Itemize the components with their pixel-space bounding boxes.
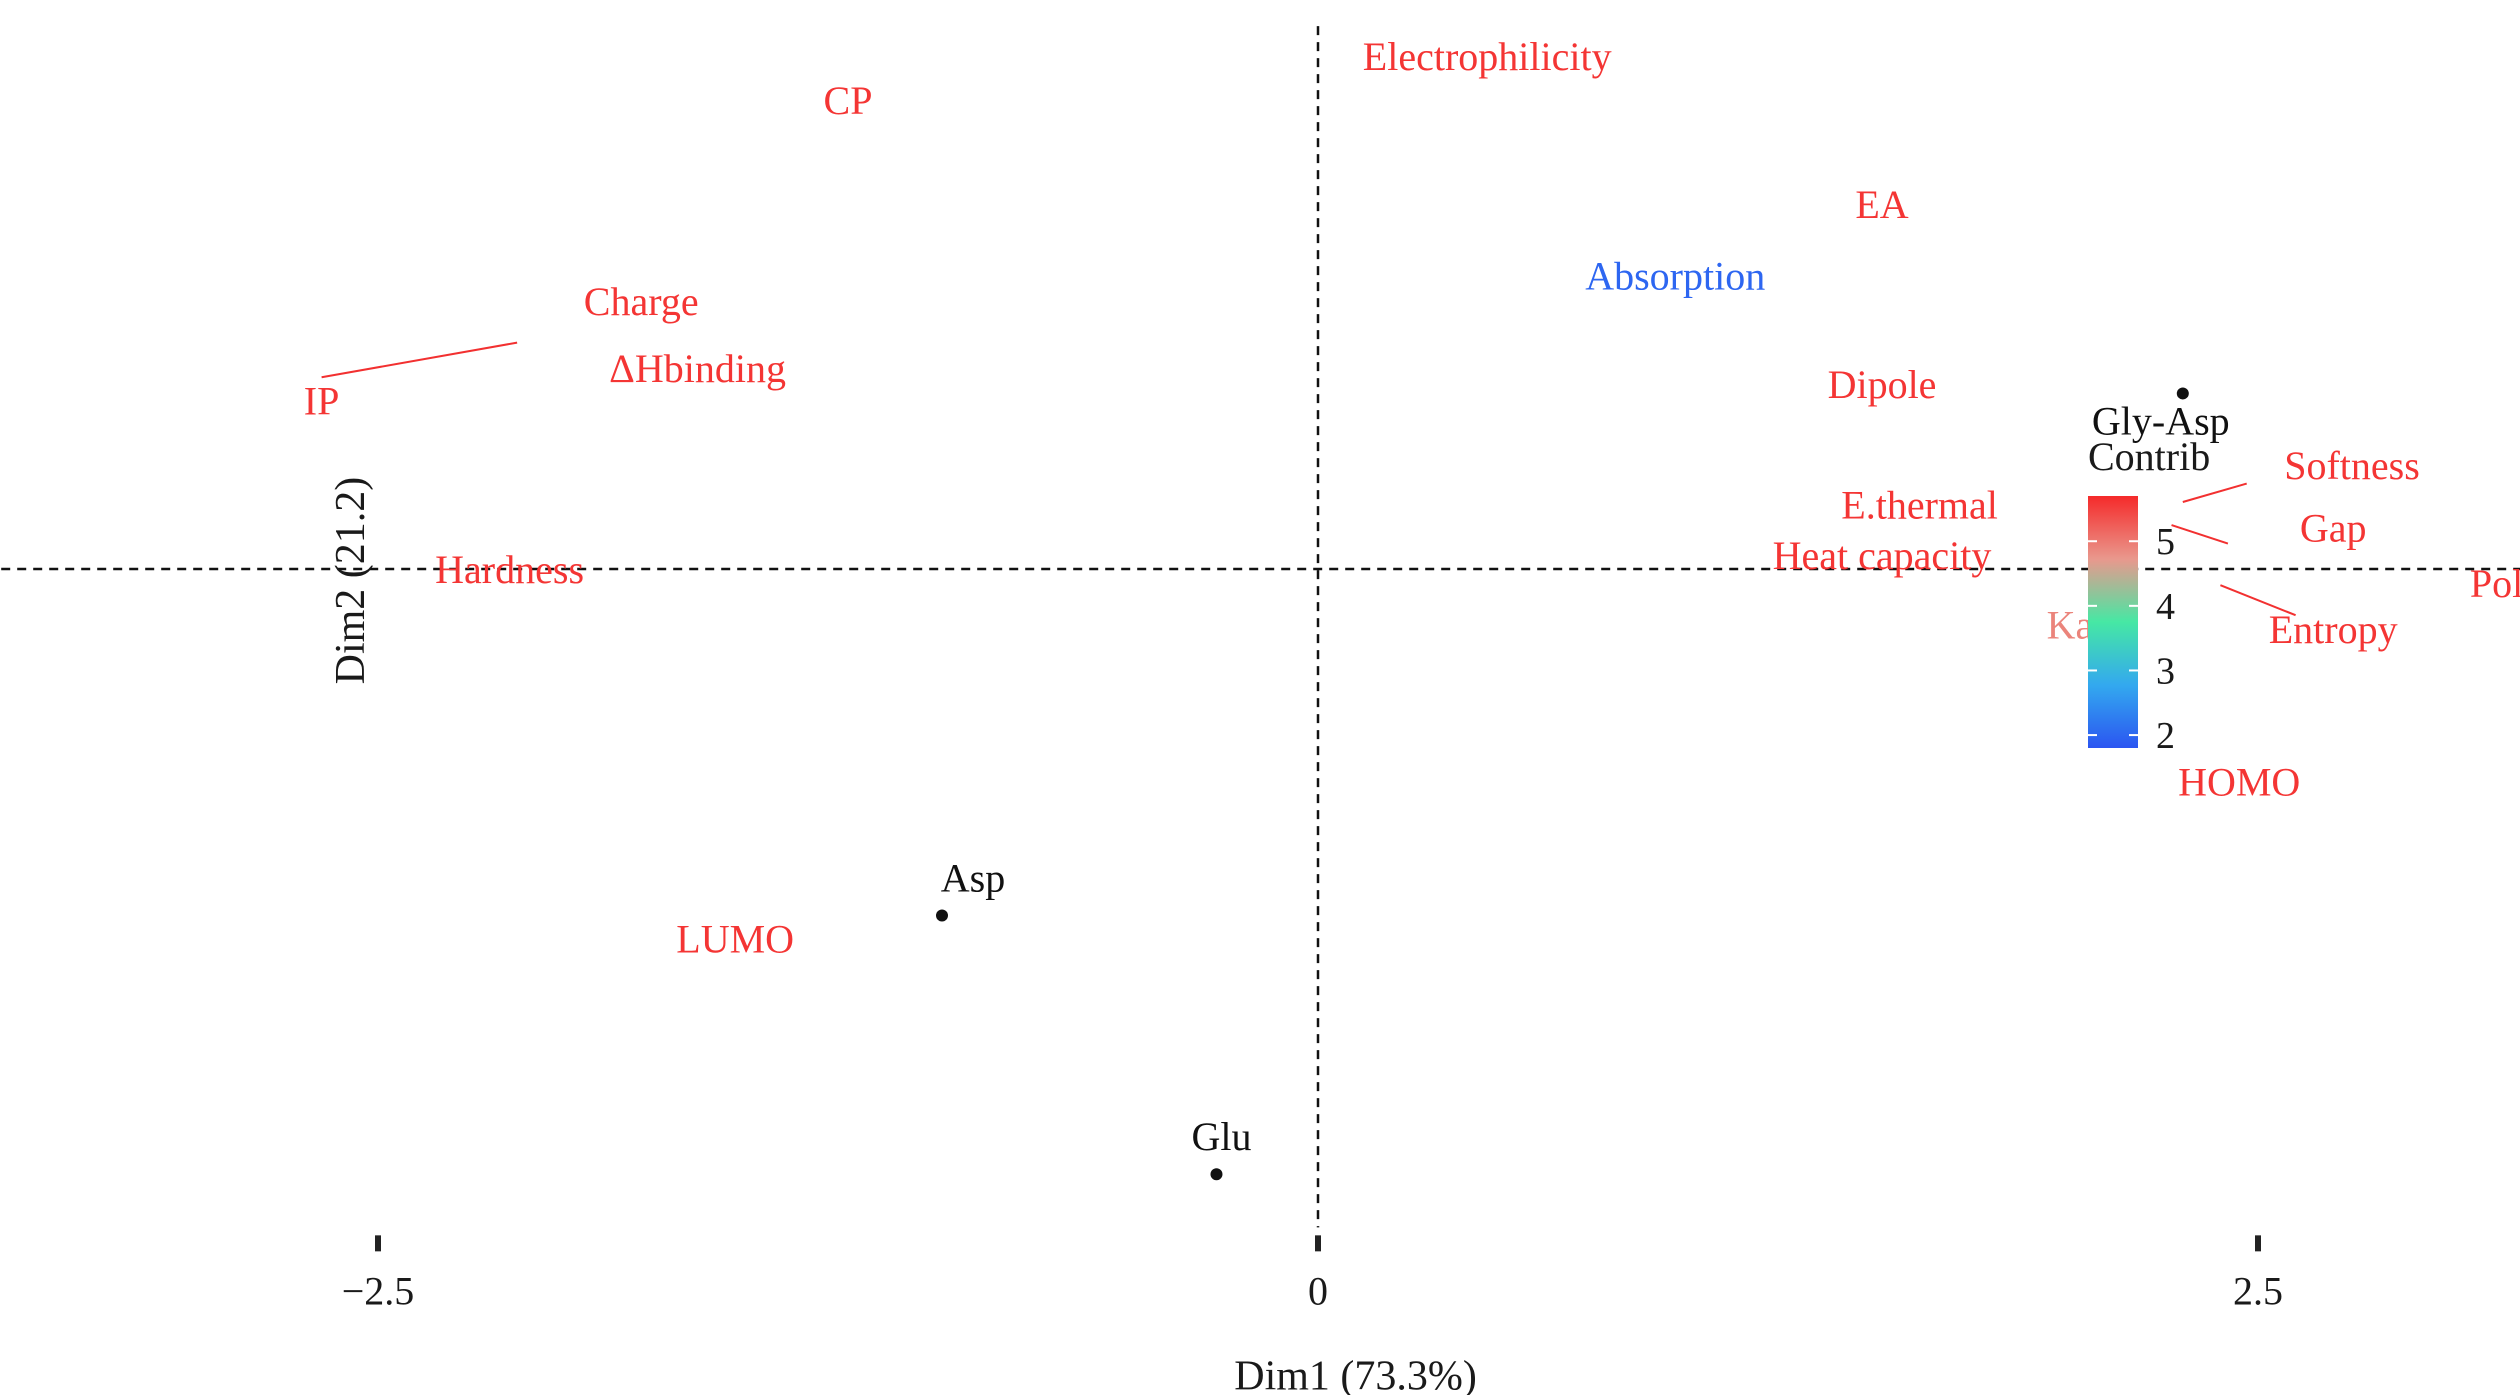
variable-label: Heat capacity [1773, 533, 1992, 578]
variable-label: ΔHbinding [609, 346, 786, 391]
variable-label: Hardness [435, 547, 584, 592]
variable-label: HOMO [2178, 760, 2300, 805]
individual-point [1210, 1168, 1223, 1181]
individual-point [2176, 387, 2189, 400]
leader-line [2220, 584, 2296, 617]
legend-title: Contrib [2088, 434, 2210, 479]
x-tick-label: −2.5 [342, 1268, 415, 1313]
variable-label: CP [824, 78, 873, 123]
leader-line [321, 341, 518, 379]
variable-label: Entropy [2269, 607, 2398, 652]
individual-point [936, 909, 948, 922]
x-tick-mark [2255, 1235, 2261, 1252]
reference-lines [0, 26, 2520, 1228]
leader-line [2171, 524, 2229, 545]
x-tick-mark [1315, 1235, 1321, 1252]
legend-tick-label: 5 [2156, 521, 2175, 563]
x-tick-label: 0 [1308, 1268, 1328, 1313]
variable-label: Polarizability [2470, 561, 2520, 606]
legend-tick-label: 4 [2156, 586, 2175, 628]
x-tick-mark [375, 1235, 381, 1252]
contrib-legend: Contrib 5 4 3 2 [2088, 434, 2210, 757]
variable-label: Softness [2284, 443, 2420, 488]
legend-colorbar [2088, 496, 2138, 748]
variable-label: Gap [2300, 505, 2367, 550]
variable-label: E.thermal [1841, 482, 1998, 527]
variable-label: Charge [584, 279, 699, 324]
variable-label: IP [304, 378, 340, 423]
x-axis-title: Dim1 (73.3%) [1234, 1353, 1477, 1395]
variable-label: Electrophilicity [1363, 34, 1612, 79]
leader-line [2182, 482, 2247, 503]
variable-label: Ka [2047, 602, 2094, 647]
variable-label: LUMO [676, 917, 794, 962]
variable-label: EA [1855, 182, 1908, 227]
individual-label: Glu [1191, 1114, 1251, 1159]
variable-label: Dipole [1828, 362, 1937, 407]
variable-label: Absorption [1585, 254, 1765, 299]
variable-labels: Electrophilicity CP EA Absorption Charge ΔHbi… [304, 34, 2520, 961]
x-axis-ticks: −5.0−2.502.5 [342, 1235, 2283, 1313]
leader-lines [321, 341, 2296, 617]
legend-tick-label: 2 [2156, 715, 2175, 757]
individual-label: Gly-Asp [2092, 398, 2230, 443]
legend-ticks: 5 4 3 2 [2088, 521, 2175, 757]
legend-tick-label: 3 [2156, 650, 2175, 692]
individual-label: Asp [941, 856, 1005, 901]
x-tick-label: 2.5 [2233, 1268, 2283, 1313]
y-axis-title: Dim2 (21.2) [328, 477, 374, 685]
